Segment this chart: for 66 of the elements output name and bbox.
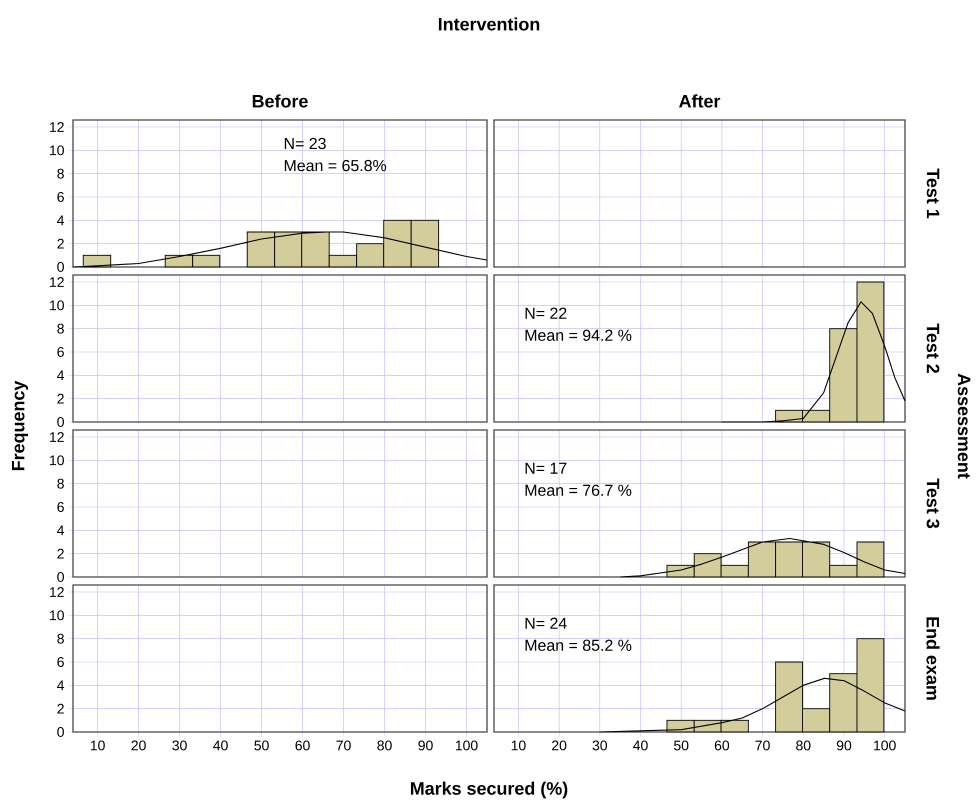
x-tick-label: 20 (132, 740, 146, 750)
x-tick-label: 30 (172, 740, 187, 750)
x-tick-label: 50 (254, 740, 269, 750)
y2-axis-title: End exam (926, 617, 940, 700)
x-tick-label: 40 (633, 740, 648, 750)
y-tick-label: 6 (57, 657, 64, 667)
y-tick-label: 4 (57, 680, 64, 690)
x-tick-label: 70 (336, 740, 351, 750)
y-tick-label: 0 (57, 727, 64, 737)
y-axis-title: Frequency (12, 380, 28, 470)
x-tick-label: 60 (714, 740, 730, 750)
x-tick-label: 10 (512, 740, 526, 750)
y-tick-label: 10 (50, 610, 64, 620)
annotation: Mean = 65.8% (284, 160, 386, 172)
y-tick-label: 10 (50, 300, 64, 310)
annotation: N= 23 (284, 138, 326, 150)
y-tick-label: 4 (57, 370, 64, 380)
x-tick-label: 80 (377, 740, 392, 750)
y-tick-label: 2 (57, 238, 64, 249)
y-tick-label: 8 (57, 324, 64, 334)
x-tick-label: 10 (90, 740, 105, 750)
x-tick-label: 70 (756, 740, 770, 750)
y-tick-label: 8 (57, 478, 64, 489)
y-tick-label: 2 (57, 548, 64, 559)
y2-axis-title: Test 2 (926, 323, 940, 374)
x-tick-label: 50 (674, 740, 688, 750)
x-tick-label: 20 (552, 740, 566, 750)
annotation: N= 22 (526, 308, 566, 319)
y-tick-label: 8 (57, 634, 64, 644)
y-tick-label: 6 (57, 192, 64, 202)
y-tick-label: 4 (57, 526, 64, 536)
x-tick-label: 30 (592, 740, 608, 750)
y-tick-label: 10 (50, 455, 64, 466)
chart-title: Intervention (438, 17, 540, 31)
x-tick-label: 60 (295, 740, 310, 750)
annotation: Mean = 94.2 % (526, 330, 632, 341)
y-tick-label: 10 (50, 145, 64, 156)
x-tick-label: 90 (418, 740, 433, 750)
y-tick-label: 0 (57, 572, 64, 582)
y-tick-label: 0 (57, 417, 64, 427)
annotation: Mean = 76.7 % (526, 484, 632, 496)
y-tick-label: 0 (57, 262, 64, 272)
text: Assessment (958, 374, 970, 479)
annotation: N= 17 (526, 462, 566, 474)
y-tick-label: 12 (50, 587, 64, 597)
y2-axis-title: Test 1 (926, 168, 940, 218)
y-tick-label: 2 (57, 394, 64, 404)
y-tick-label: 2 (57, 704, 64, 714)
x-tick-label: 90 (836, 740, 852, 750)
y-tick-label: 12 (50, 432, 64, 442)
y-tick-label: 4 (57, 216, 64, 226)
y-tick-label: 6 (57, 502, 64, 512)
y2-axis-title: Test 3 (926, 478, 940, 528)
x-tick-label: 100 (456, 740, 478, 750)
y-tick-label: 8 (57, 168, 64, 179)
chart-subtitle: After (679, 94, 720, 108)
annotation: Mean = 85.2 % (526, 640, 632, 651)
chart-subtitle: Before (252, 94, 308, 108)
x-tick-label: 80 (796, 740, 810, 750)
y-tick-label: 12 (50, 277, 64, 287)
y-tick-label: 6 (57, 347, 64, 357)
x-axis-title: Marks secured (%) (410, 782, 568, 798)
x-tick-label: 40 (213, 740, 228, 750)
annotation: N= 24 (526, 618, 567, 629)
y-tick-label: 12 (50, 122, 64, 132)
x-tick-label: 100 (874, 740, 896, 750)
